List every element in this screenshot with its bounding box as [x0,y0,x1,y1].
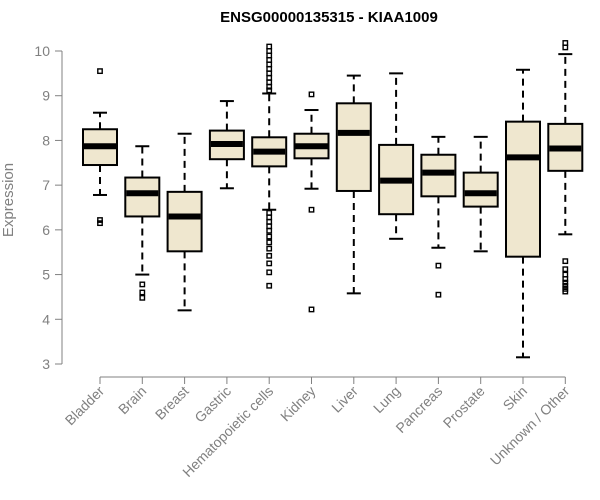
outlier-point [308,306,315,313]
outlier-point [266,74,273,81]
outlier-point [266,87,273,94]
outlier-point [266,79,273,86]
outlier-point [266,48,273,54]
outlier-point [562,44,569,51]
outlier-point [266,57,273,63]
box-liver [335,74,372,295]
outlier-point [266,43,273,50]
outlier-point [562,40,569,46]
outlier-point [139,281,146,288]
outlier-point [266,214,273,221]
iqr-box [335,102,372,192]
outlier-point [266,223,273,230]
outlier-point [266,260,273,267]
outlier-point [139,289,146,296]
box-breast [166,132,203,312]
outlier-point [266,239,273,246]
x-tick-label: Pancreas [392,383,445,436]
x-tick-label: Lung [370,383,403,416]
box-prostate [462,135,499,253]
outlier-point [266,245,273,252]
outlier-point [97,68,103,75]
y-tick-label: 10 [34,43,50,59]
x-tick-label: Breast [152,383,192,423]
boxes-layer [82,40,584,359]
outlier-point [266,61,273,68]
outlier-point [97,220,103,227]
chart-title: ENSG00000135315 - KIAA1009 [220,9,438,26]
box-bladder [82,68,118,227]
y-tick-label: 4 [42,311,50,327]
y-tick-label: 8 [42,132,50,148]
y-tick-label: 3 [42,356,50,372]
outlier-point [266,252,273,259]
iqr-box [166,190,203,253]
x-tick-label: Bladder [62,383,108,429]
outlier-point [266,83,273,90]
outlier-point [562,279,569,286]
box-gastric [208,100,245,190]
box-skin [505,68,541,359]
x-tick-label: Brain [115,383,149,417]
box-kidney [293,91,330,313]
box-brain [124,145,161,301]
outlier-point [266,70,273,77]
x-tick-label: Kidney [277,383,319,425]
iqr-box [462,171,499,208]
x-tick-label: Prostate [440,383,488,431]
outlier-point [266,65,273,72]
outlier-point [308,91,315,98]
outlier-point [139,294,146,301]
outlier-point [562,288,569,295]
outlier-point [562,271,569,278]
y-axis-label: Expression [0,163,17,237]
box-hematopoietic-cells [251,43,288,289]
outlier-point [562,266,569,273]
box-pancreas [420,135,457,298]
iqr-box [124,176,161,218]
outlier-point [562,276,569,282]
y-tick-label: 5 [42,267,50,283]
outlier-point [562,282,569,289]
outlier-point [266,227,273,234]
outlier-point [266,218,273,225]
y-tick-label: 7 [42,177,50,193]
box-unknown-other [547,40,584,295]
outlier-point [266,282,273,289]
x-tick-label: Unknown / Other [487,383,573,469]
axes: 3 4 5 6 7 8 9 10 [34,43,566,384]
outlier-point [97,217,103,223]
outlier-point [266,233,273,240]
outlier-point [435,291,442,298]
box-lung [378,72,415,240]
outlier-point [562,258,569,265]
x-tick-label: Liver [328,383,361,416]
outlier-point [266,269,273,276]
outlier-point [308,206,315,213]
outlier-point [435,262,442,269]
y-tick-label: 9 [42,88,50,104]
outlier-point [266,52,273,59]
outlier-point [266,209,273,216]
y-tick-label: 6 [42,222,50,238]
x-tick-label: Skin [500,383,531,414]
iqr-box [505,120,541,258]
